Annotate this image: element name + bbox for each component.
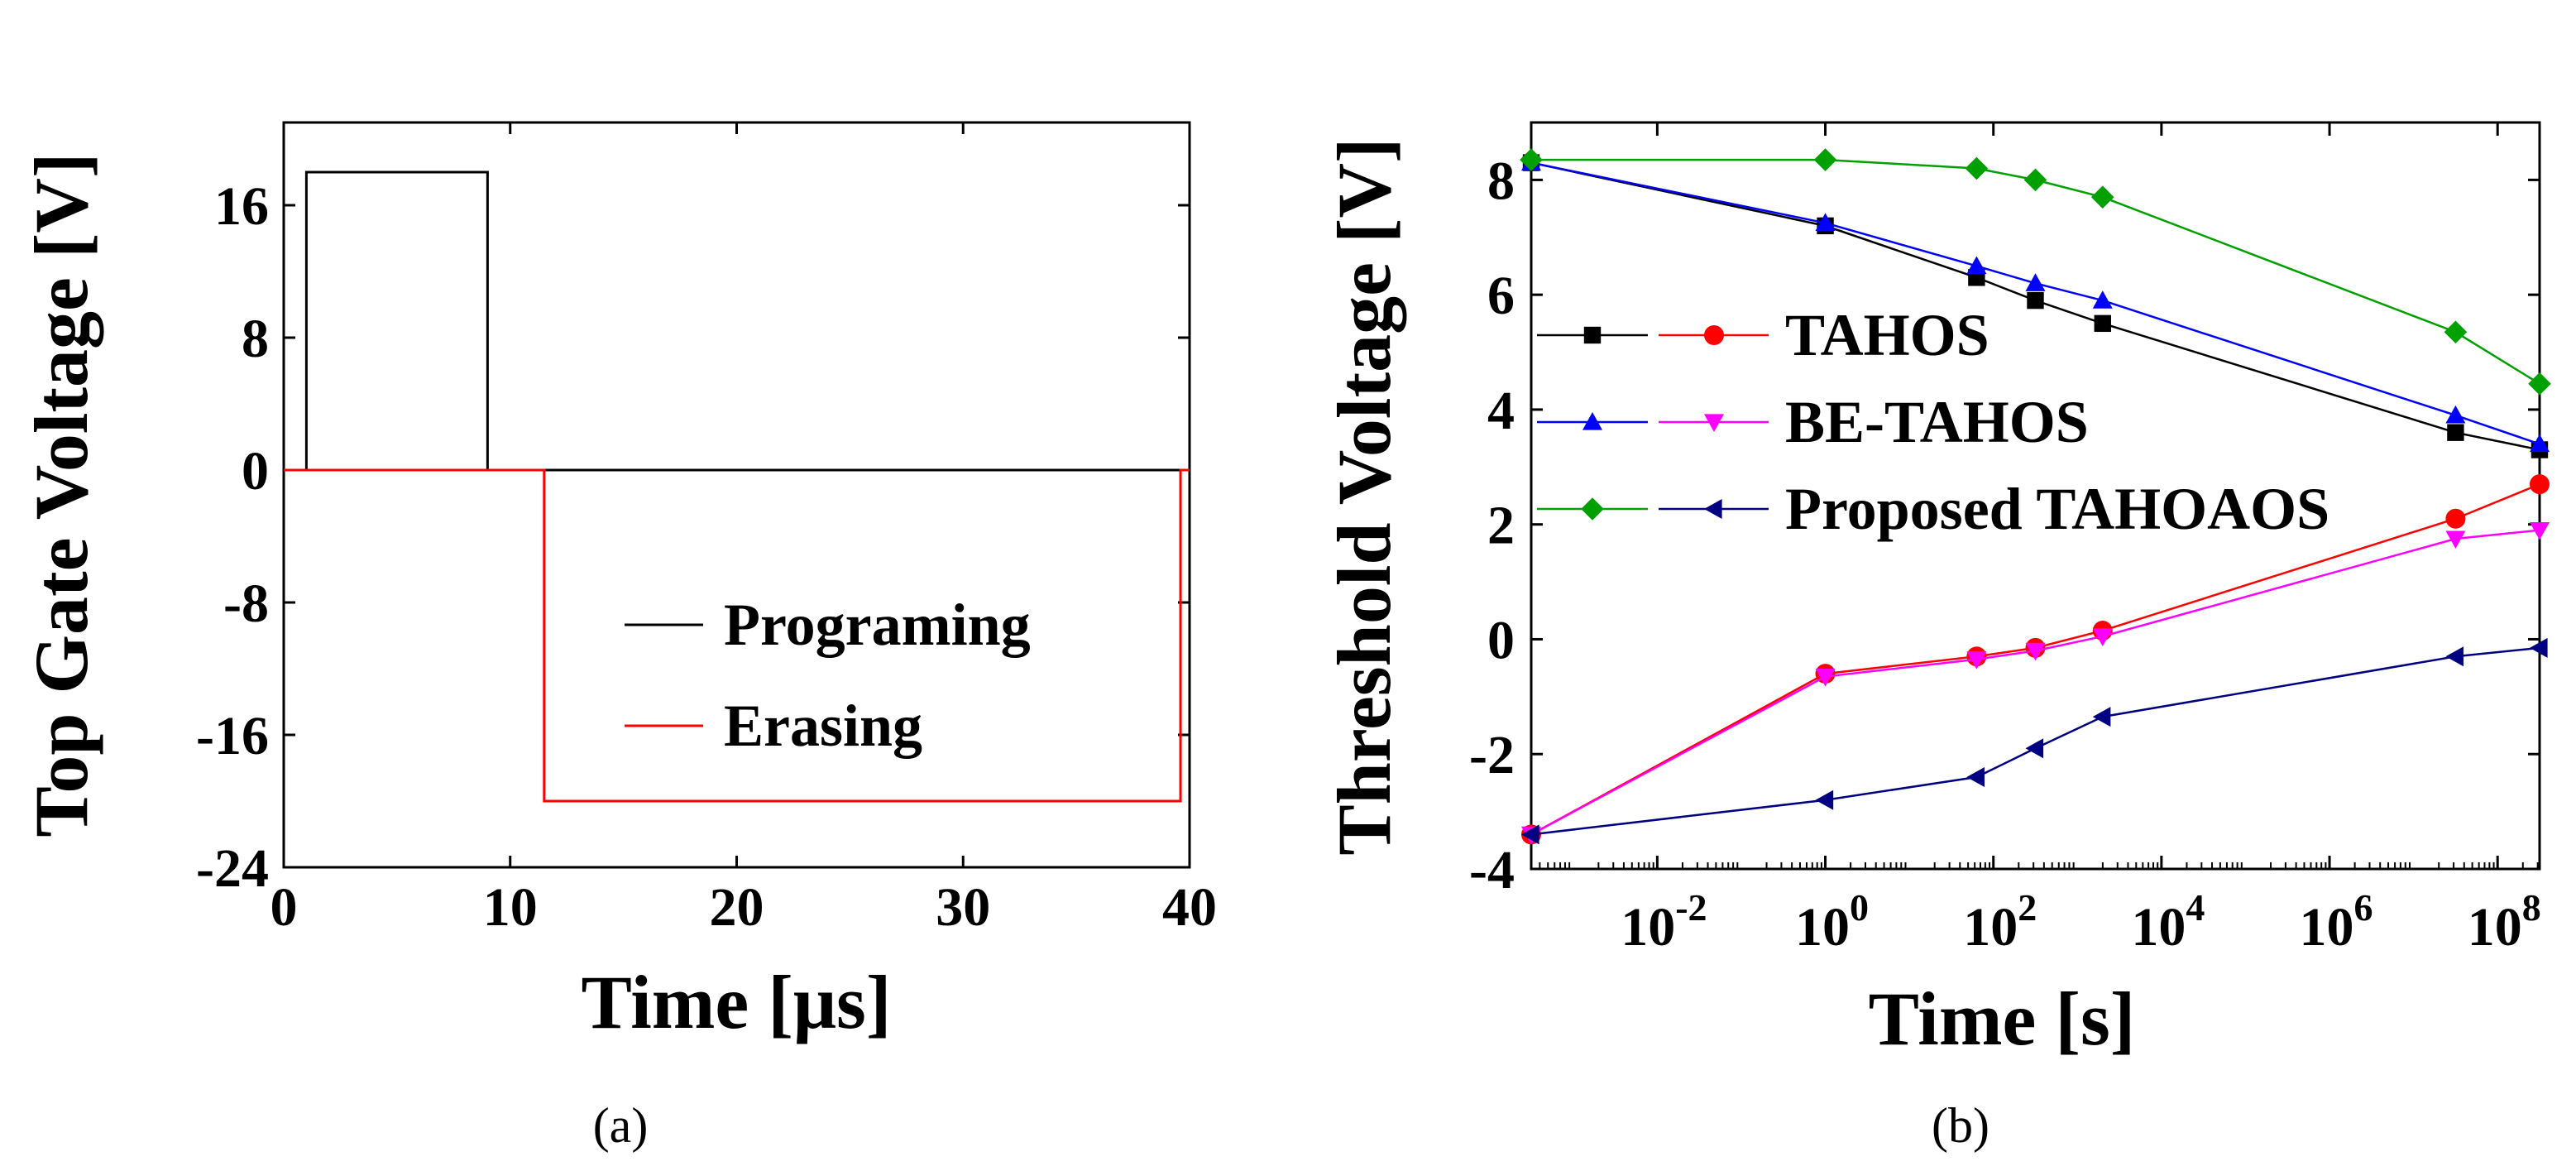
panel-a-legend-label: Erasing [724, 693, 922, 759]
panel-b-marker-proposed-tahoaos-e [2445, 646, 2464, 667]
panel-b-x-tick-label: 106 [2300, 886, 2373, 957]
panel-b-caption: (b) [1932, 1098, 1989, 1153]
panel-b-marker-proposed-tahoaos-p [1813, 148, 1837, 171]
panel-b-y-tick-label: -2 [1469, 725, 1515, 785]
panel-b-marker-proposed-tahoaos-p [2023, 168, 2047, 192]
panel-b-marker-proposed-tahoaos-e [2530, 637, 2548, 658]
panel-b-x-tick-label: 108 [2468, 886, 2541, 957]
panel-b-legend-marker [1704, 414, 1724, 432]
panel-b-marker-proposed-tahoaos-e [2092, 707, 2111, 727]
panel-a-x-tick-label: 10 [483, 877, 538, 938]
panel-b-x-tick-label: 10-2 [1621, 886, 1707, 957]
panel-b-marker-be-tahos-e [2092, 628, 2113, 646]
panel-b-legend-label: BE-TAHOS [1785, 389, 2089, 455]
panel-b-y-tick-label: 6 [1487, 266, 1515, 326]
panel-b-marker-be-tahos-p [2025, 273, 2046, 291]
panel-b-x-tick-label: 104 [2131, 886, 2205, 957]
panel-a-y-tick-label: 0 [242, 441, 269, 502]
panel-b-marker-proposed-tahoaos-e [2025, 738, 2044, 759]
panel-b-y-tick-label: 8 [1487, 151, 1515, 211]
panel-a-y-tick-label: 16 [214, 176, 269, 237]
panel-b-legend-marker [1581, 497, 1604, 521]
panel-a-y-tick-label: -24 [196, 838, 269, 899]
panel-b-series-line-proposed-tahoaos-e [1530, 646, 2540, 836]
panel-b-marker-be-tahos-p [2092, 290, 2113, 309]
panel-b-marker-proposed-tahoaos-e [1521, 824, 1539, 845]
panel-a-x-tick-label: 0 [271, 877, 298, 938]
panel-a-y-tick-label: 8 [242, 309, 269, 369]
panel-b-legend-marker [1704, 325, 1724, 345]
panel-b-y-tick-label: 2 [1487, 496, 1515, 556]
panel-b-marker-proposed-tahoaos-p [1520, 148, 1543, 171]
panel-b-plot-frame [1530, 121, 2541, 871]
panel-b-y-tick-label: 0 [1487, 610, 1515, 670]
panel-a-x-tick-label: 20 [710, 877, 764, 938]
panel-b-legend-marker [1704, 499, 1722, 519]
panel-b-y-tick-label: -4 [1469, 840, 1515, 900]
panel-b-marker-proposed-tahoaos-p [2528, 372, 2551, 396]
panel-b-series-line-be-tahos-e [1530, 529, 2540, 836]
panel-b-marker-tahos-p [2447, 424, 2464, 441]
panel-b-marker-be-tahos-e [1966, 651, 1987, 669]
panel-b-marker-be-tahos-p [2530, 434, 2550, 453]
panel-b-marker-tahos-e [2445, 508, 2466, 529]
panel-b-x-tick-label: 102 [1963, 886, 2037, 957]
panel-b-legend-marker [1582, 412, 1602, 430]
panel-a-x-tick-label: 30 [936, 877, 990, 938]
panel-b-marker-be-tahos-e [1815, 668, 1836, 687]
panel-b-marker-be-tahos-p [2445, 405, 2466, 424]
panel-b-legend-marker [1583, 326, 1602, 344]
panel-b-marker-proposed-tahoaos-p [1965, 156, 1989, 180]
panel-a-y-tick-label: -8 [223, 574, 269, 634]
panel-b-x-axis-label: Time [s] [1869, 977, 2136, 1061]
panel-a-caption: (a) [593, 1098, 649, 1153]
panel-a-x-axis-label: Time [μs] [582, 960, 892, 1044]
panel-a-series-erasing [284, 468, 1190, 803]
panel-b-marker-proposed-tahoaos-e [1966, 766, 1985, 787]
panel-b-chart: 10-2 100 102 104 106 108 8 6 4 2 0 -2 -4 TAHOS BE-TAH… [1322, 121, 2551, 1153]
panel-a-x-tick-label: 40 [1162, 877, 1217, 938]
panel-b-marker-proposed-tahoaos-p [2444, 320, 2468, 344]
panel-a-y-axis-label: Top Gate Voltage [V] [19, 152, 103, 837]
panel-b-marker-be-tahos-p [1815, 213, 1836, 232]
panel-b-marker-tahos-e [2530, 474, 2550, 495]
panel-b-legend-label: TAHOS [1785, 302, 1989, 368]
panel-b-marker-be-tahos-e [2445, 530, 2466, 550]
panel-b-y-axis-label: Threshold Voltage [V] [1322, 137, 1406, 855]
panel-b-marker-be-tahos-e [2025, 642, 2046, 661]
panel-b-y-tick-label: 4 [1487, 381, 1515, 441]
panel-b-marker-be-tahos-e [2530, 522, 2550, 540]
panel-a-legend-label: Programing [724, 592, 1031, 658]
panel-b-x-tick-label: 100 [1795, 886, 1869, 957]
panel-b-marker-proposed-tahoaos-p [2090, 185, 2114, 209]
panel-a-series-programing [284, 170, 1190, 472]
panel-b-marker-be-tahos-p [1966, 256, 1987, 275]
panel-b-marker-tahos-p [2027, 291, 2044, 310]
panel-a-y-tick-label: -16 [196, 706, 269, 766]
panel-b-marker-tahos-p [2094, 314, 2111, 333]
panel-b-legend-label: Proposed TAHOAOS [1785, 476, 2329, 542]
panel-b-marker-proposed-tahoaos-e [1815, 789, 1834, 810]
